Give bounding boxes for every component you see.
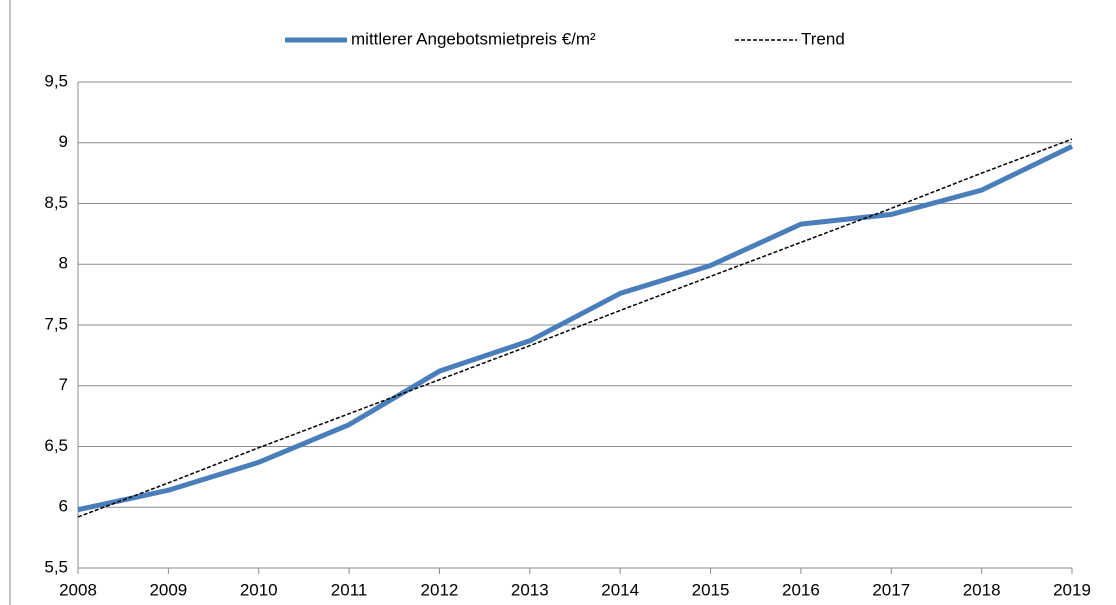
x-tick-label: 2018 — [963, 580, 1001, 599]
x-tick-label: 2009 — [149, 580, 187, 599]
y-tick-label: 7 — [59, 375, 68, 394]
x-tick-label: 2012 — [421, 580, 459, 599]
x-tick-label: 2011 — [331, 580, 368, 599]
x-tick-label: 2016 — [782, 580, 820, 599]
x-tick-label: 2017 — [872, 580, 910, 599]
legend-label: mittlerer Angebotsmietpreis €/m² — [351, 29, 596, 48]
x-tick-label: 2019 — [1053, 580, 1091, 599]
series-line — [77, 144, 1074, 513]
y-tick-label: 5,5 — [44, 557, 68, 576]
trend-line — [77, 138, 1073, 518]
x-tick-label: 2013 — [511, 580, 549, 599]
y-tick-label: 8 — [59, 254, 68, 273]
y-tick-label: 6,5 — [44, 436, 68, 455]
x-tick-label: 2008 — [59, 580, 97, 599]
x-tick-label: 2010 — [240, 580, 278, 599]
legend-label: Trend — [801, 29, 845, 48]
y-tick-label: 9,5 — [44, 71, 68, 90]
y-tick-label: 6 — [59, 497, 68, 516]
x-tick-label: 2014 — [601, 580, 639, 599]
y-tick-label: 9 — [59, 132, 68, 151]
y-tick-label: 7,5 — [44, 314, 68, 333]
y-tick-label: 8,5 — [44, 193, 68, 212]
x-tick-label: 2015 — [692, 580, 730, 599]
